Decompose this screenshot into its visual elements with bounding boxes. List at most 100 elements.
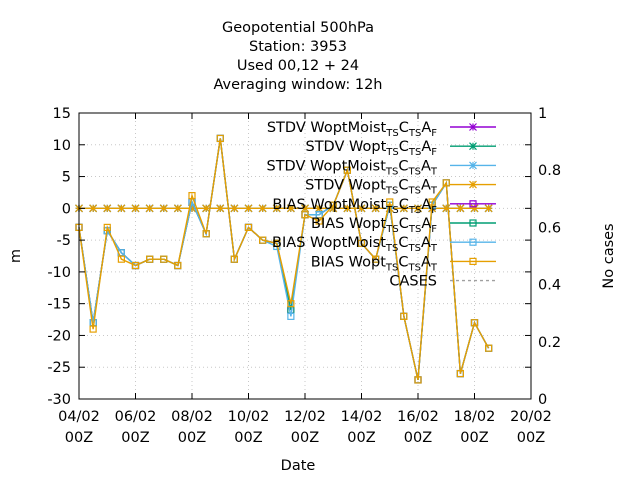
- data-point: [273, 239, 281, 247]
- data-point: [456, 369, 464, 378]
- title-line-1: Geopotential 500hPa: [222, 20, 374, 36]
- y-tick-label: 10: [53, 138, 71, 154]
- data-point: [230, 204, 239, 213]
- y-tick-label: -15: [47, 297, 71, 313]
- data-point: [414, 204, 422, 213]
- data-point: [470, 319, 479, 327]
- legend-label: BIAS WoptMoistTSCTSAF: [272, 197, 437, 216]
- x-axis-label: Date: [281, 458, 316, 474]
- y-axis-label: m: [8, 249, 24, 263]
- data-point: [216, 204, 225, 213]
- x-tick-label: 18/02: [454, 409, 496, 425]
- data-point: [103, 204, 112, 213]
- data-point: [272, 204, 281, 213]
- data-point: [188, 204, 196, 213]
- x-tick-label: 00Z: [234, 430, 262, 446]
- data-series: [75, 134, 493, 384]
- data-point: [372, 255, 380, 263]
- y2-tick-label: 0: [538, 392, 547, 408]
- x-tick-label: 20/02: [510, 409, 552, 425]
- x-tick-label: 16/02: [397, 409, 439, 425]
- data-point: [188, 192, 196, 200]
- data-point: [145, 204, 154, 213]
- y2-tick-label: 1: [538, 106, 547, 122]
- data-point: [442, 179, 450, 187]
- x-tick-label: 00Z: [291, 430, 319, 446]
- data-point: [244, 223, 253, 231]
- data-point: [131, 204, 140, 213]
- legend-label: STDV WoptTSCTSAF: [306, 139, 438, 158]
- data-point: [329, 201, 337, 209]
- chart-title: Geopotential 500hPa Station: 3953 Used 0…: [213, 20, 382, 93]
- legend-marker: [469, 142, 477, 151]
- data-point: [174, 261, 182, 270]
- data-point: [428, 198, 436, 206]
- x-tick-label: 06/02: [115, 409, 157, 425]
- series-3-stdv: [75, 204, 493, 213]
- x-tick-label: 04/02: [58, 409, 100, 425]
- legend-entry: STDV WoptMoistTSCTSAF: [267, 120, 496, 139]
- data-point: [357, 204, 366, 213]
- y2-tick-label: 0.4: [538, 278, 561, 294]
- data-point: [258, 204, 267, 213]
- data-point: [301, 204, 309, 213]
- y-tick-label: 15: [53, 106, 71, 122]
- legend-entry: BIAS WoptMoistTSCTSAF: [272, 197, 496, 216]
- x-tick-label: 00Z: [404, 430, 432, 446]
- data-point: [357, 239, 366, 247]
- x-tick-label: 00Z: [347, 430, 375, 446]
- x-tick-label: 12/02: [284, 409, 326, 425]
- legend-marker: [469, 257, 477, 265]
- y-tick-label: -20: [47, 328, 71, 344]
- legend-entry: BIAS WoptTSCTSAT: [311, 254, 496, 273]
- data-point: [484, 204, 493, 213]
- axes: 15 10 5 0 -5 -10 -15 -20 -25 -30 1 0.8 0.6 0.4 0.2 0 04/…: [47, 106, 561, 446]
- x-tick-label: 00Z: [178, 430, 206, 446]
- legend-marker: [469, 200, 477, 208]
- legend-marker: [469, 219, 477, 227]
- data-point: [202, 204, 211, 213]
- y2-tick-label: 0.2: [538, 335, 561, 351]
- legend-entry: STDV WoptTSCTSAF: [306, 139, 496, 158]
- legend-label: STDV WoptMoistTSCTSAF: [267, 120, 437, 139]
- y-tick-label: -25: [47, 360, 71, 376]
- x-tick-label: 10/02: [228, 409, 270, 425]
- y-tick-label: -5: [57, 233, 71, 249]
- legend-label: BIAS WoptTSCTSAF: [311, 216, 437, 235]
- data-point: [287, 300, 295, 308]
- legend-entry: CASES: [389, 274, 496, 290]
- data-point: [131, 261, 140, 270]
- legend-marker: [469, 180, 477, 189]
- data-point: [315, 204, 324, 213]
- legend-entry: STDV WoptTSCTSAT: [305, 178, 496, 197]
- data-point: [371, 204, 380, 213]
- data-point: [216, 134, 224, 143]
- legend-marker: [469, 238, 477, 246]
- y-tick-label: 0: [62, 201, 71, 217]
- x-tick-label: 00Z: [65, 430, 93, 446]
- data-point: [315, 217, 323, 225]
- legend-label: BIAS WoptTSCTSAT: [311, 254, 438, 273]
- data-point: [244, 204, 253, 213]
- data-point: [343, 204, 352, 213]
- data-point: [470, 204, 479, 213]
- legend-label: BIAS WoptMoistTSCTSAT: [272, 235, 438, 254]
- series-line: [78, 138, 490, 381]
- data-point: [259, 236, 267, 244]
- y-tick-label: 5: [62, 170, 71, 186]
- data-point: [286, 204, 295, 213]
- legend-label: STDV WoptTSCTSAT: [305, 178, 438, 197]
- legend-entry: BIAS WoptTSCTSAF: [311, 216, 496, 235]
- data-point: [386, 198, 394, 206]
- legend-label: CASES: [389, 274, 437, 290]
- data-point: [117, 255, 125, 263]
- data-point: [103, 223, 111, 231]
- data-point: [456, 204, 465, 213]
- y2-tick-label: 0.8: [538, 163, 561, 179]
- legend-marker: [469, 123, 477, 131]
- x-tick-label: 00Z: [517, 430, 545, 446]
- data-point: [117, 204, 126, 213]
- data-point: [400, 312, 408, 320]
